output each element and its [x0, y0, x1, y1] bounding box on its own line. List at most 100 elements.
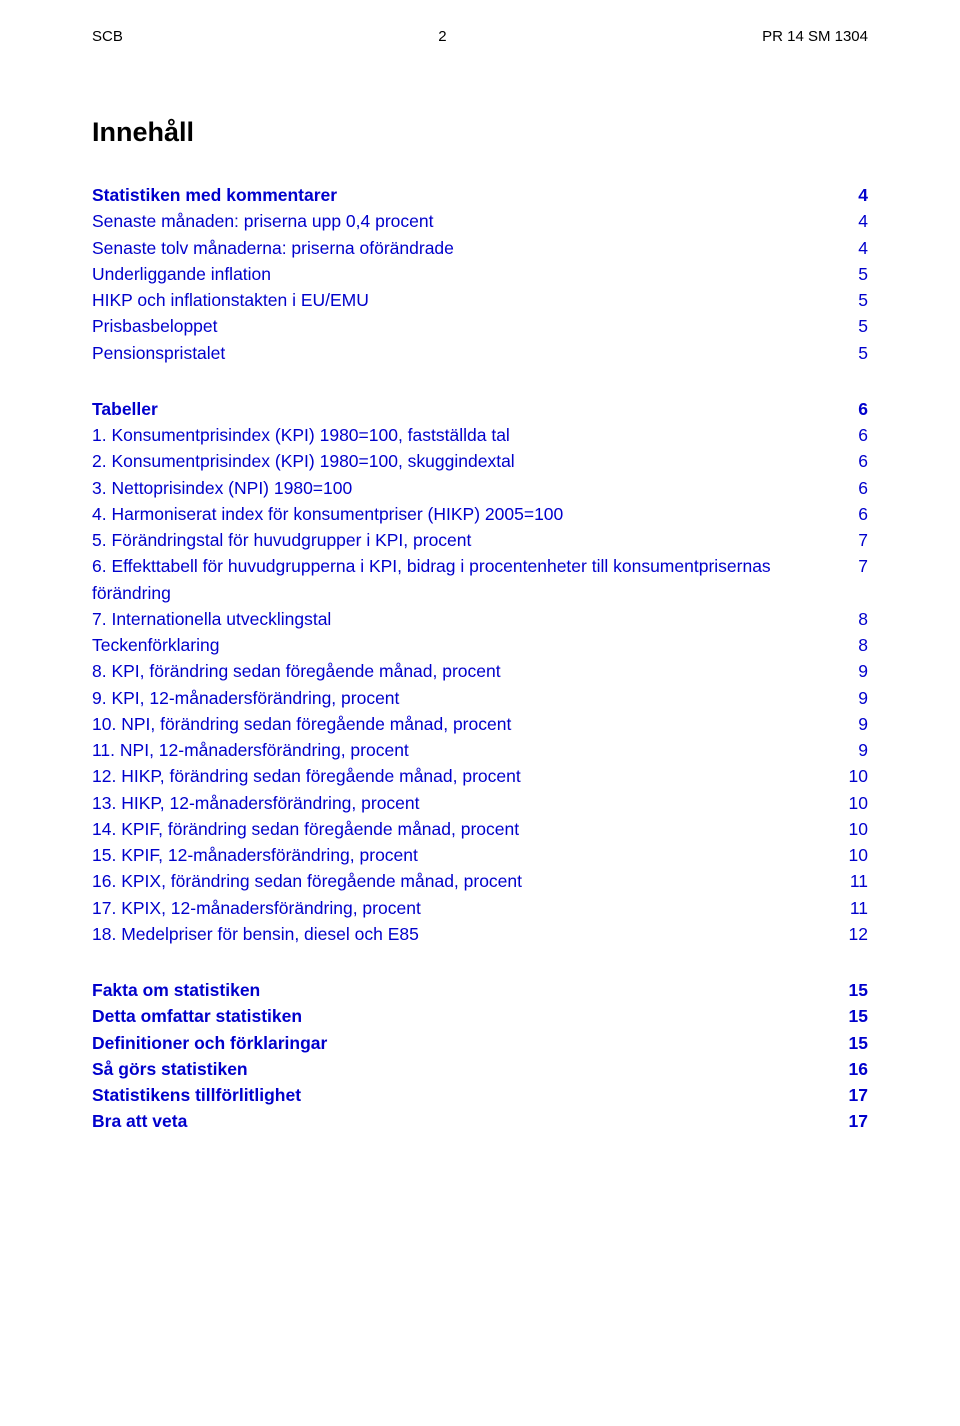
toc-row[interactable]: HIKP och inflationstakten i EU/EMU5 — [92, 287, 868, 313]
toc-section: Fakta om statistiken15Detta omfattar sta… — [92, 977, 868, 1135]
toc-row-label: Tabeller — [92, 396, 858, 422]
toc-row[interactable]: 9. KPI, 12-månadersförändring, procent9 — [92, 685, 868, 711]
toc-row-page: 9 — [858, 658, 868, 684]
toc-row-page: 5 — [858, 261, 868, 287]
toc-row-page: 8 — [858, 632, 868, 658]
toc-row[interactable]: Bra att veta17 — [92, 1108, 868, 1134]
toc-row-label: 13. HIKP, 12-månadersförändring, procent — [92, 790, 849, 816]
toc-row-page: 10 — [849, 790, 868, 816]
toc-row-label: 15. KPIF, 12-månadersförändring, procent — [92, 842, 849, 868]
toc-row[interactable]: 13. HIKP, 12-månadersförändring, procent… — [92, 790, 868, 816]
toc-row-page: 6 — [858, 422, 868, 448]
toc-row-page: 5 — [858, 313, 868, 339]
toc-row-page: 15 — [849, 1003, 868, 1029]
toc-row-label: Fakta om statistiken — [92, 977, 849, 1003]
toc-row-label: 12. HIKP, förändring sedan föregående må… — [92, 763, 849, 789]
toc-row-label: 9. KPI, 12-månadersförändring, procent — [92, 685, 858, 711]
toc-row[interactable]: 12. HIKP, förändring sedan föregående må… — [92, 763, 868, 789]
toc-row-label: 10. NPI, förändring sedan föregående mån… — [92, 711, 858, 737]
toc-row[interactable]: 5. Förändringstal för huvudgrupper i KPI… — [92, 527, 868, 553]
toc-row-page: 10 — [849, 763, 868, 789]
toc-row-page: 4 — [858, 208, 868, 234]
toc-row-label: Prisbasbeloppet — [92, 313, 858, 339]
toc-row-label: Definitioner och förklaringar — [92, 1030, 849, 1056]
toc-row[interactable]: Så görs statistiken16 — [92, 1056, 868, 1082]
toc-row[interactable]: Detta omfattar statistiken15 — [92, 1003, 868, 1029]
toc-row-label: 4. Harmoniserat index för konsumentprise… — [92, 501, 858, 527]
toc-row[interactable]: 15. KPIF, 12-månadersförändring, procent… — [92, 842, 868, 868]
toc-section: Tabeller61. Konsumentprisindex (KPI) 198… — [92, 396, 868, 947]
toc-row[interactable]: Teckenförklaring8 — [92, 632, 868, 658]
toc-row-page: 10 — [849, 816, 868, 842]
toc-row-page: 6 — [858, 475, 868, 501]
toc-row-page: 15 — [849, 1030, 868, 1056]
toc-row-label: 5. Förändringstal för huvudgrupper i KPI… — [92, 527, 858, 553]
toc-row-page: 10 — [849, 842, 868, 868]
toc-row-label: 17. KPIX, 12-månadersförändring, procent — [92, 895, 850, 921]
toc-row[interactable]: 16. KPIX, förändring sedan föregående må… — [92, 868, 868, 894]
toc-row[interactable]: 4. Harmoniserat index för konsumentprise… — [92, 501, 868, 527]
toc-row-label: Senaste månaden: priserna upp 0,4 procen… — [92, 208, 858, 234]
toc-row-label: Så görs statistiken — [92, 1056, 849, 1082]
toc-row[interactable]: Prisbasbeloppet5 — [92, 313, 868, 339]
toc-row-label: 11. NPI, 12-månadersförändring, procent — [92, 737, 858, 763]
toc-row[interactable]: Tabeller6 — [92, 396, 868, 422]
toc-row[interactable]: Senaste tolv månaderna: priserna oföränd… — [92, 235, 868, 261]
toc-row-page: 16 — [849, 1056, 868, 1082]
toc-row-label: Underliggande inflation — [92, 261, 858, 287]
toc-row-label: Senaste tolv månaderna: priserna oföränd… — [92, 235, 858, 261]
toc-row-page: 5 — [858, 287, 868, 313]
page-header: SCB 2 PR 14 SM 1304 — [92, 28, 868, 45]
toc-row-page: 7 — [858, 527, 868, 553]
toc-row-label: 3. Nettoprisindex (NPI) 1980=100 — [92, 475, 858, 501]
table-of-contents: Statistiken med kommentarer4Senaste måna… — [92, 182, 868, 1135]
toc-row[interactable]: 14. KPIF, förändring sedan föregående må… — [92, 816, 868, 842]
toc-row[interactable]: Statistiken med kommentarer4 — [92, 182, 868, 208]
toc-row-label: Statistikens tillförlitlighet — [92, 1082, 849, 1108]
toc-row-label: 16. KPIX, förändring sedan föregående må… — [92, 868, 850, 894]
toc-row-label: 7. Internationella utvecklingstal — [92, 606, 858, 632]
header-right: PR 14 SM 1304 — [762, 28, 868, 45]
toc-row[interactable]: 2. Konsumentprisindex (KPI) 1980=100, sk… — [92, 448, 868, 474]
toc-row[interactable]: 11. NPI, 12-månadersförändring, procent9 — [92, 737, 868, 763]
toc-row-page: 9 — [858, 737, 868, 763]
toc-row-page: 15 — [849, 977, 868, 1003]
toc-row-label: Detta omfattar statistiken — [92, 1003, 849, 1029]
toc-row[interactable]: 18. Medelpriser för bensin, diesel och E… — [92, 921, 868, 947]
toc-row-label: Pensionspristalet — [92, 340, 858, 366]
toc-row[interactable]: Senaste månaden: priserna upp 0,4 procen… — [92, 208, 868, 234]
toc-row-page: 7 — [858, 553, 868, 579]
toc-row[interactable]: 1. Konsumentprisindex (KPI) 1980=100, fa… — [92, 422, 868, 448]
toc-row-label: Bra att veta — [92, 1108, 849, 1134]
toc-row-page: 17 — [849, 1082, 868, 1108]
toc-row-label: Statistiken med kommentarer — [92, 182, 858, 208]
toc-row-page: 5 — [858, 340, 868, 366]
toc-row[interactable]: Statistikens tillförlitlighet17 — [92, 1082, 868, 1108]
toc-row[interactable]: Definitioner och förklaringar15 — [92, 1030, 868, 1056]
toc-row-page: 6 — [858, 448, 868, 474]
toc-row[interactable]: Pensionspristalet5 — [92, 340, 868, 366]
toc-row-label: 1. Konsumentprisindex (KPI) 1980=100, fa… — [92, 422, 858, 448]
toc-row-page: 4 — [858, 182, 868, 208]
toc-row-label: 14. KPIF, förändring sedan föregående må… — [92, 816, 849, 842]
toc-row[interactable]: 7. Internationella utvecklingstal8 — [92, 606, 868, 632]
toc-row-page: 11 — [850, 868, 868, 894]
toc-row[interactable]: 3. Nettoprisindex (NPI) 1980=1006 — [92, 475, 868, 501]
toc-row-page: 9 — [858, 711, 868, 737]
toc-row[interactable]: Fakta om statistiken15 — [92, 977, 868, 1003]
toc-row[interactable]: 17. KPIX, 12-månadersförändring, procent… — [92, 895, 868, 921]
toc-row[interactable]: 8. KPI, förändring sedan föregående måna… — [92, 658, 868, 684]
toc-row-page: 8 — [858, 606, 868, 632]
toc-row-label: 8. KPI, förändring sedan föregående måna… — [92, 658, 858, 684]
page-title: Innehåll — [92, 117, 868, 148]
toc-row[interactable]: 10. NPI, förändring sedan föregående mån… — [92, 711, 868, 737]
toc-row[interactable]: 6. Effekttabell för huvudgrupperna i KPI… — [92, 553, 868, 606]
toc-row-page: 9 — [858, 685, 868, 711]
toc-row-page: 12 — [849, 921, 868, 947]
toc-section: Statistiken med kommentarer4Senaste måna… — [92, 182, 868, 366]
toc-row-page: 6 — [858, 501, 868, 527]
toc-row-page: 11 — [850, 895, 868, 921]
toc-row-label: HIKP och inflationstakten i EU/EMU — [92, 287, 858, 313]
toc-row[interactable]: Underliggande inflation5 — [92, 261, 868, 287]
toc-row-label: 2. Konsumentprisindex (KPI) 1980=100, sk… — [92, 448, 858, 474]
